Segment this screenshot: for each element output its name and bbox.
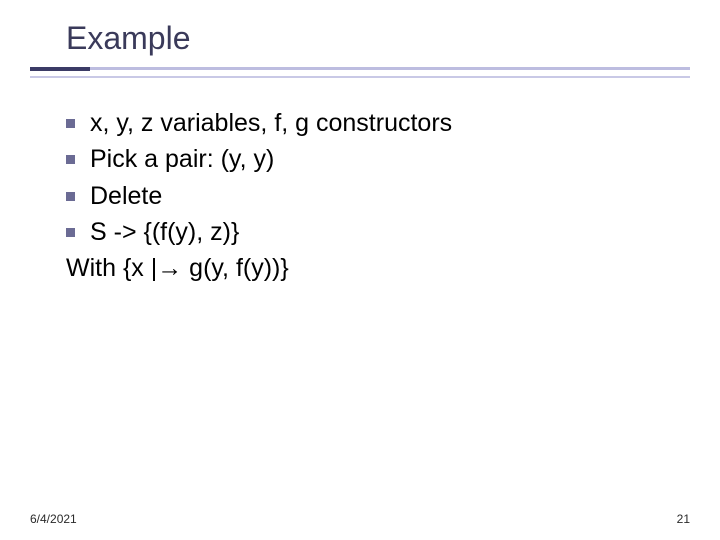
slide-body: x, y, z variables, f, g constructors Pic… [0, 79, 720, 286]
footer-page-number: 21 [677, 512, 690, 526]
slide-title: Example [66, 20, 191, 57]
after-list-text: With {x |→ g(y, f(y))} [66, 250, 720, 286]
list-item: S -> {(f(y), z)} [66, 214, 720, 250]
list-item: Pick a pair: (y, y) [66, 141, 720, 177]
rule-dark-segment [30, 67, 90, 71]
bullet-list: x, y, z variables, f, g constructors Pic… [66, 105, 720, 250]
rule-light-segment [90, 67, 690, 70]
rule-lower-segment [30, 76, 690, 78]
title-row: Example [0, 20, 720, 57]
list-item: x, y, z variables, f, g constructors [66, 105, 720, 141]
title-underline [30, 67, 690, 79]
list-item: Delete [66, 178, 720, 214]
footer-date: 6/4/2021 [30, 512, 77, 526]
slide: Example x, y, z variables, f, g construc… [0, 0, 720, 540]
